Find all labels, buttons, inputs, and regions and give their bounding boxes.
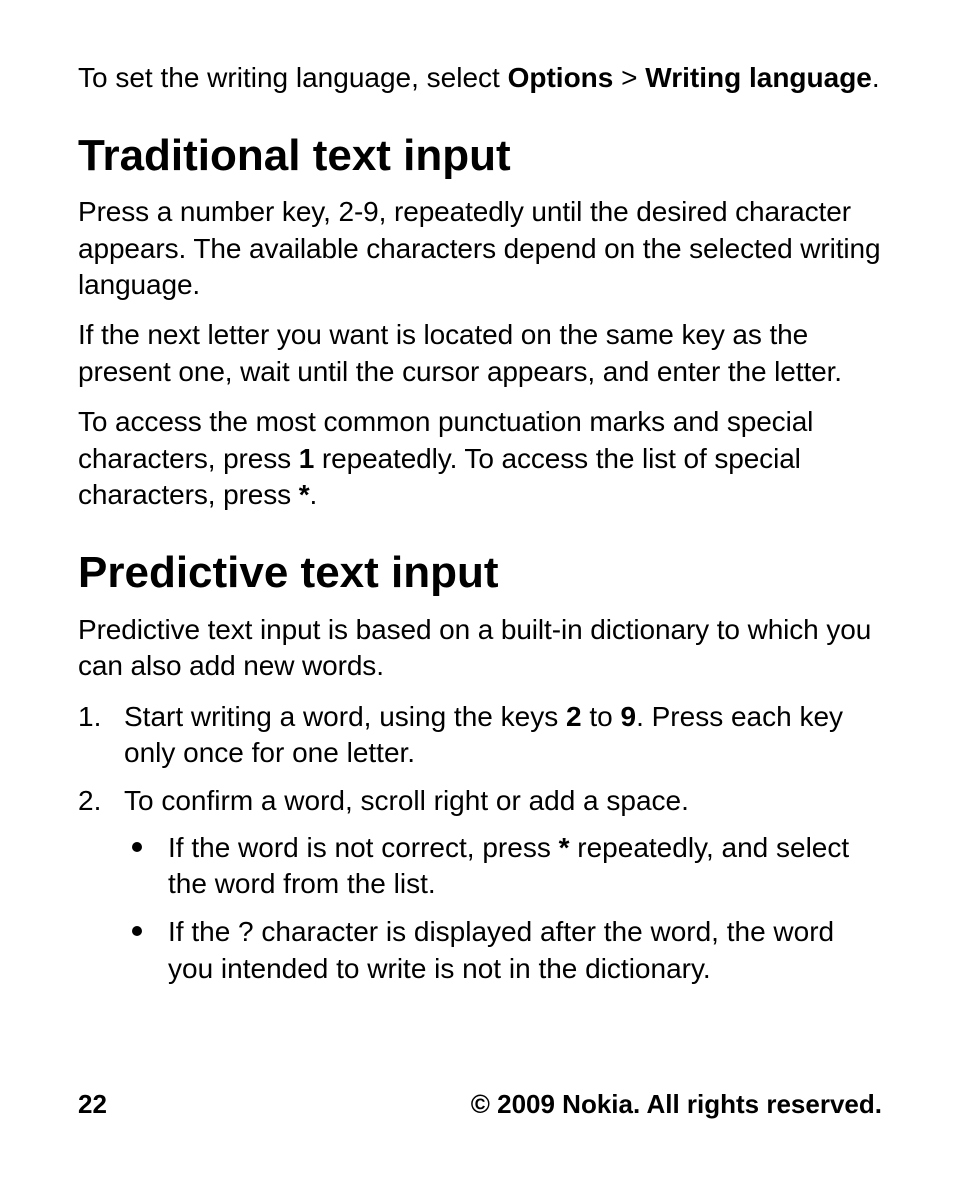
step-1-b1: 2 <box>566 701 582 732</box>
step-2: 2. To confirm a word, scroll right or ad… <box>78 783 882 987</box>
section-predictive: Predictive text input Predictive text in… <box>78 549 882 987</box>
page-footer: 22 © 2009 Nokia. All rights reserved. <box>78 1089 882 1120</box>
traditional-p3-post: . <box>310 479 318 510</box>
intro-paragraph: To set the writing language, select Opti… <box>78 60 882 96</box>
intro-sep: > <box>613 62 645 93</box>
step-2-number: 2. <box>78 783 101 819</box>
predictive-steps: 1. Start writing a word, using the keys … <box>78 699 882 988</box>
intro-bold-options: Options <box>508 62 614 93</box>
heading-predictive: Predictive text input <box>78 549 882 597</box>
page-number: 22 <box>78 1089 107 1120</box>
bullet-2: If the ? character is displayed after th… <box>124 914 882 987</box>
intro-text-post: . <box>872 62 880 93</box>
bullet-1-b: * <box>559 832 570 863</box>
step-2-text: To confirm a word, scroll right or add a… <box>124 785 689 816</box>
section-traditional: Traditional text input Press a number ke… <box>78 132 882 514</box>
step-1-b2: 9 <box>620 701 636 732</box>
traditional-p1: Press a number key, 2-9, repeatedly unti… <box>78 194 882 303</box>
step-1-pre: Start writing a word, using the keys <box>124 701 566 732</box>
traditional-p3-b2: * <box>299 479 310 510</box>
step-1: 1. Start writing a word, using the keys … <box>78 699 882 772</box>
bullet-1-pre: If the word is not correct, press <box>168 832 559 863</box>
predictive-p1: Predictive text input is based on a buil… <box>78 612 882 685</box>
step-2-bullets: If the word is not correct, press * repe… <box>124 830 882 988</box>
bullet-1: If the word is not correct, press * repe… <box>124 830 882 903</box>
heading-traditional: Traditional text input <box>78 132 882 180</box>
traditional-p2: If the next letter you want is located o… <box>78 317 882 390</box>
intro-text-pre: To set the writing language, select <box>78 62 508 93</box>
intro-bold-writing-language: Writing language <box>645 62 872 93</box>
step-1-mid: to <box>582 701 621 732</box>
traditional-p3-b1: 1 <box>299 443 314 474</box>
step-1-number: 1. <box>78 699 101 735</box>
copyright-text: © 2009 Nokia. All rights reserved. <box>471 1089 882 1120</box>
traditional-p3: To access the most common punctuation ma… <box>78 404 882 513</box>
